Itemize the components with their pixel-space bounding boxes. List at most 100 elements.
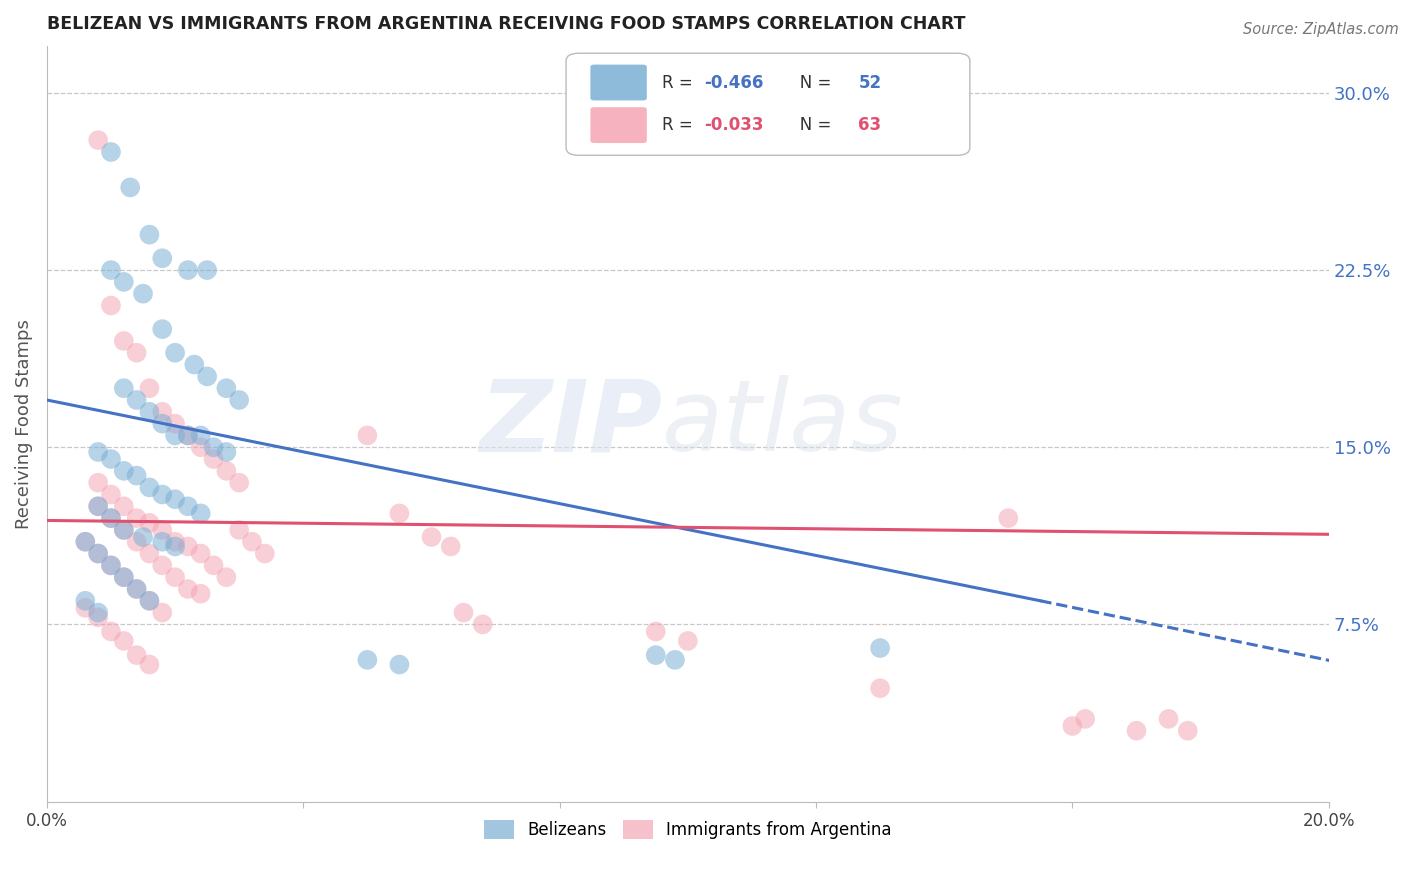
Point xyxy=(177,582,200,596)
Text: Source: ZipAtlas.com: Source: ZipAtlas.com xyxy=(1243,22,1399,37)
Point xyxy=(112,334,135,348)
Y-axis label: Receiving Food Stamps: Receiving Food Stamps xyxy=(15,318,32,529)
Point xyxy=(125,648,148,662)
Point xyxy=(100,511,122,525)
Point xyxy=(100,487,122,501)
Point xyxy=(240,534,263,549)
Point xyxy=(664,653,686,667)
Point xyxy=(138,227,160,242)
Point xyxy=(112,570,135,584)
Point xyxy=(112,570,135,584)
Point xyxy=(87,445,110,459)
Point xyxy=(150,417,173,431)
Point xyxy=(1157,712,1180,726)
Point xyxy=(228,523,250,537)
Point xyxy=(177,428,200,442)
Text: 63: 63 xyxy=(858,116,882,134)
Point xyxy=(125,392,148,407)
Point xyxy=(356,428,378,442)
Point xyxy=(100,145,122,159)
Text: R =: R = xyxy=(662,73,699,92)
Point xyxy=(177,263,200,277)
Point xyxy=(87,606,110,620)
Point xyxy=(87,133,110,147)
Point xyxy=(112,634,135,648)
Point xyxy=(87,547,110,561)
Text: N =: N = xyxy=(785,116,837,134)
Point xyxy=(100,558,122,573)
Point xyxy=(125,582,148,596)
Point xyxy=(165,492,187,507)
Point xyxy=(87,500,110,514)
Point xyxy=(100,298,122,312)
FancyBboxPatch shape xyxy=(591,107,647,143)
Point xyxy=(420,530,443,544)
Text: atlas: atlas xyxy=(662,376,904,472)
Point xyxy=(215,445,238,459)
Point xyxy=(150,523,173,537)
Point xyxy=(100,558,122,573)
Text: -0.033: -0.033 xyxy=(704,116,763,134)
Point xyxy=(100,511,122,525)
Point xyxy=(190,547,212,561)
Point xyxy=(253,547,276,561)
Point xyxy=(150,322,173,336)
Point xyxy=(195,263,218,277)
Point xyxy=(87,547,110,561)
Point xyxy=(165,345,187,359)
Point xyxy=(112,523,135,537)
Point xyxy=(869,681,891,696)
Point xyxy=(676,634,699,648)
Point xyxy=(132,286,155,301)
Point xyxy=(150,487,173,501)
Point xyxy=(356,653,378,667)
Point xyxy=(125,511,148,525)
Point xyxy=(165,428,187,442)
Point xyxy=(228,475,250,490)
Point xyxy=(177,500,200,514)
Point xyxy=(177,428,200,442)
Point xyxy=(165,417,187,431)
Point xyxy=(100,452,122,467)
FancyBboxPatch shape xyxy=(591,64,647,101)
Point xyxy=(150,405,173,419)
Point xyxy=(165,540,187,554)
Point xyxy=(87,475,110,490)
Point xyxy=(125,468,148,483)
Point xyxy=(215,570,238,584)
Legend: Belizeans, Immigrants from Argentina: Belizeans, Immigrants from Argentina xyxy=(477,814,898,847)
Text: N =: N = xyxy=(785,73,837,92)
Point xyxy=(100,624,122,639)
Point xyxy=(215,381,238,395)
FancyBboxPatch shape xyxy=(567,54,970,155)
Text: ZIP: ZIP xyxy=(479,376,662,472)
Point xyxy=(132,530,155,544)
Point xyxy=(150,558,173,573)
Point xyxy=(100,263,122,277)
Point xyxy=(138,405,160,419)
Point xyxy=(87,500,110,514)
Point xyxy=(138,594,160,608)
Point xyxy=(75,594,97,608)
Text: R =: R = xyxy=(662,116,699,134)
Point xyxy=(112,500,135,514)
Point xyxy=(75,534,97,549)
Point xyxy=(138,547,160,561)
Point xyxy=(87,610,110,624)
Point xyxy=(453,606,475,620)
Point xyxy=(165,570,187,584)
Point xyxy=(125,345,148,359)
Point xyxy=(644,624,666,639)
Point xyxy=(150,606,173,620)
Point xyxy=(125,582,148,596)
Point xyxy=(195,369,218,384)
Point xyxy=(869,640,891,655)
Point xyxy=(150,252,173,266)
Point xyxy=(1074,712,1097,726)
Point xyxy=(183,358,205,372)
Point xyxy=(138,381,160,395)
Point xyxy=(138,594,160,608)
Point xyxy=(202,440,225,454)
Point xyxy=(75,534,97,549)
Point xyxy=(138,657,160,672)
